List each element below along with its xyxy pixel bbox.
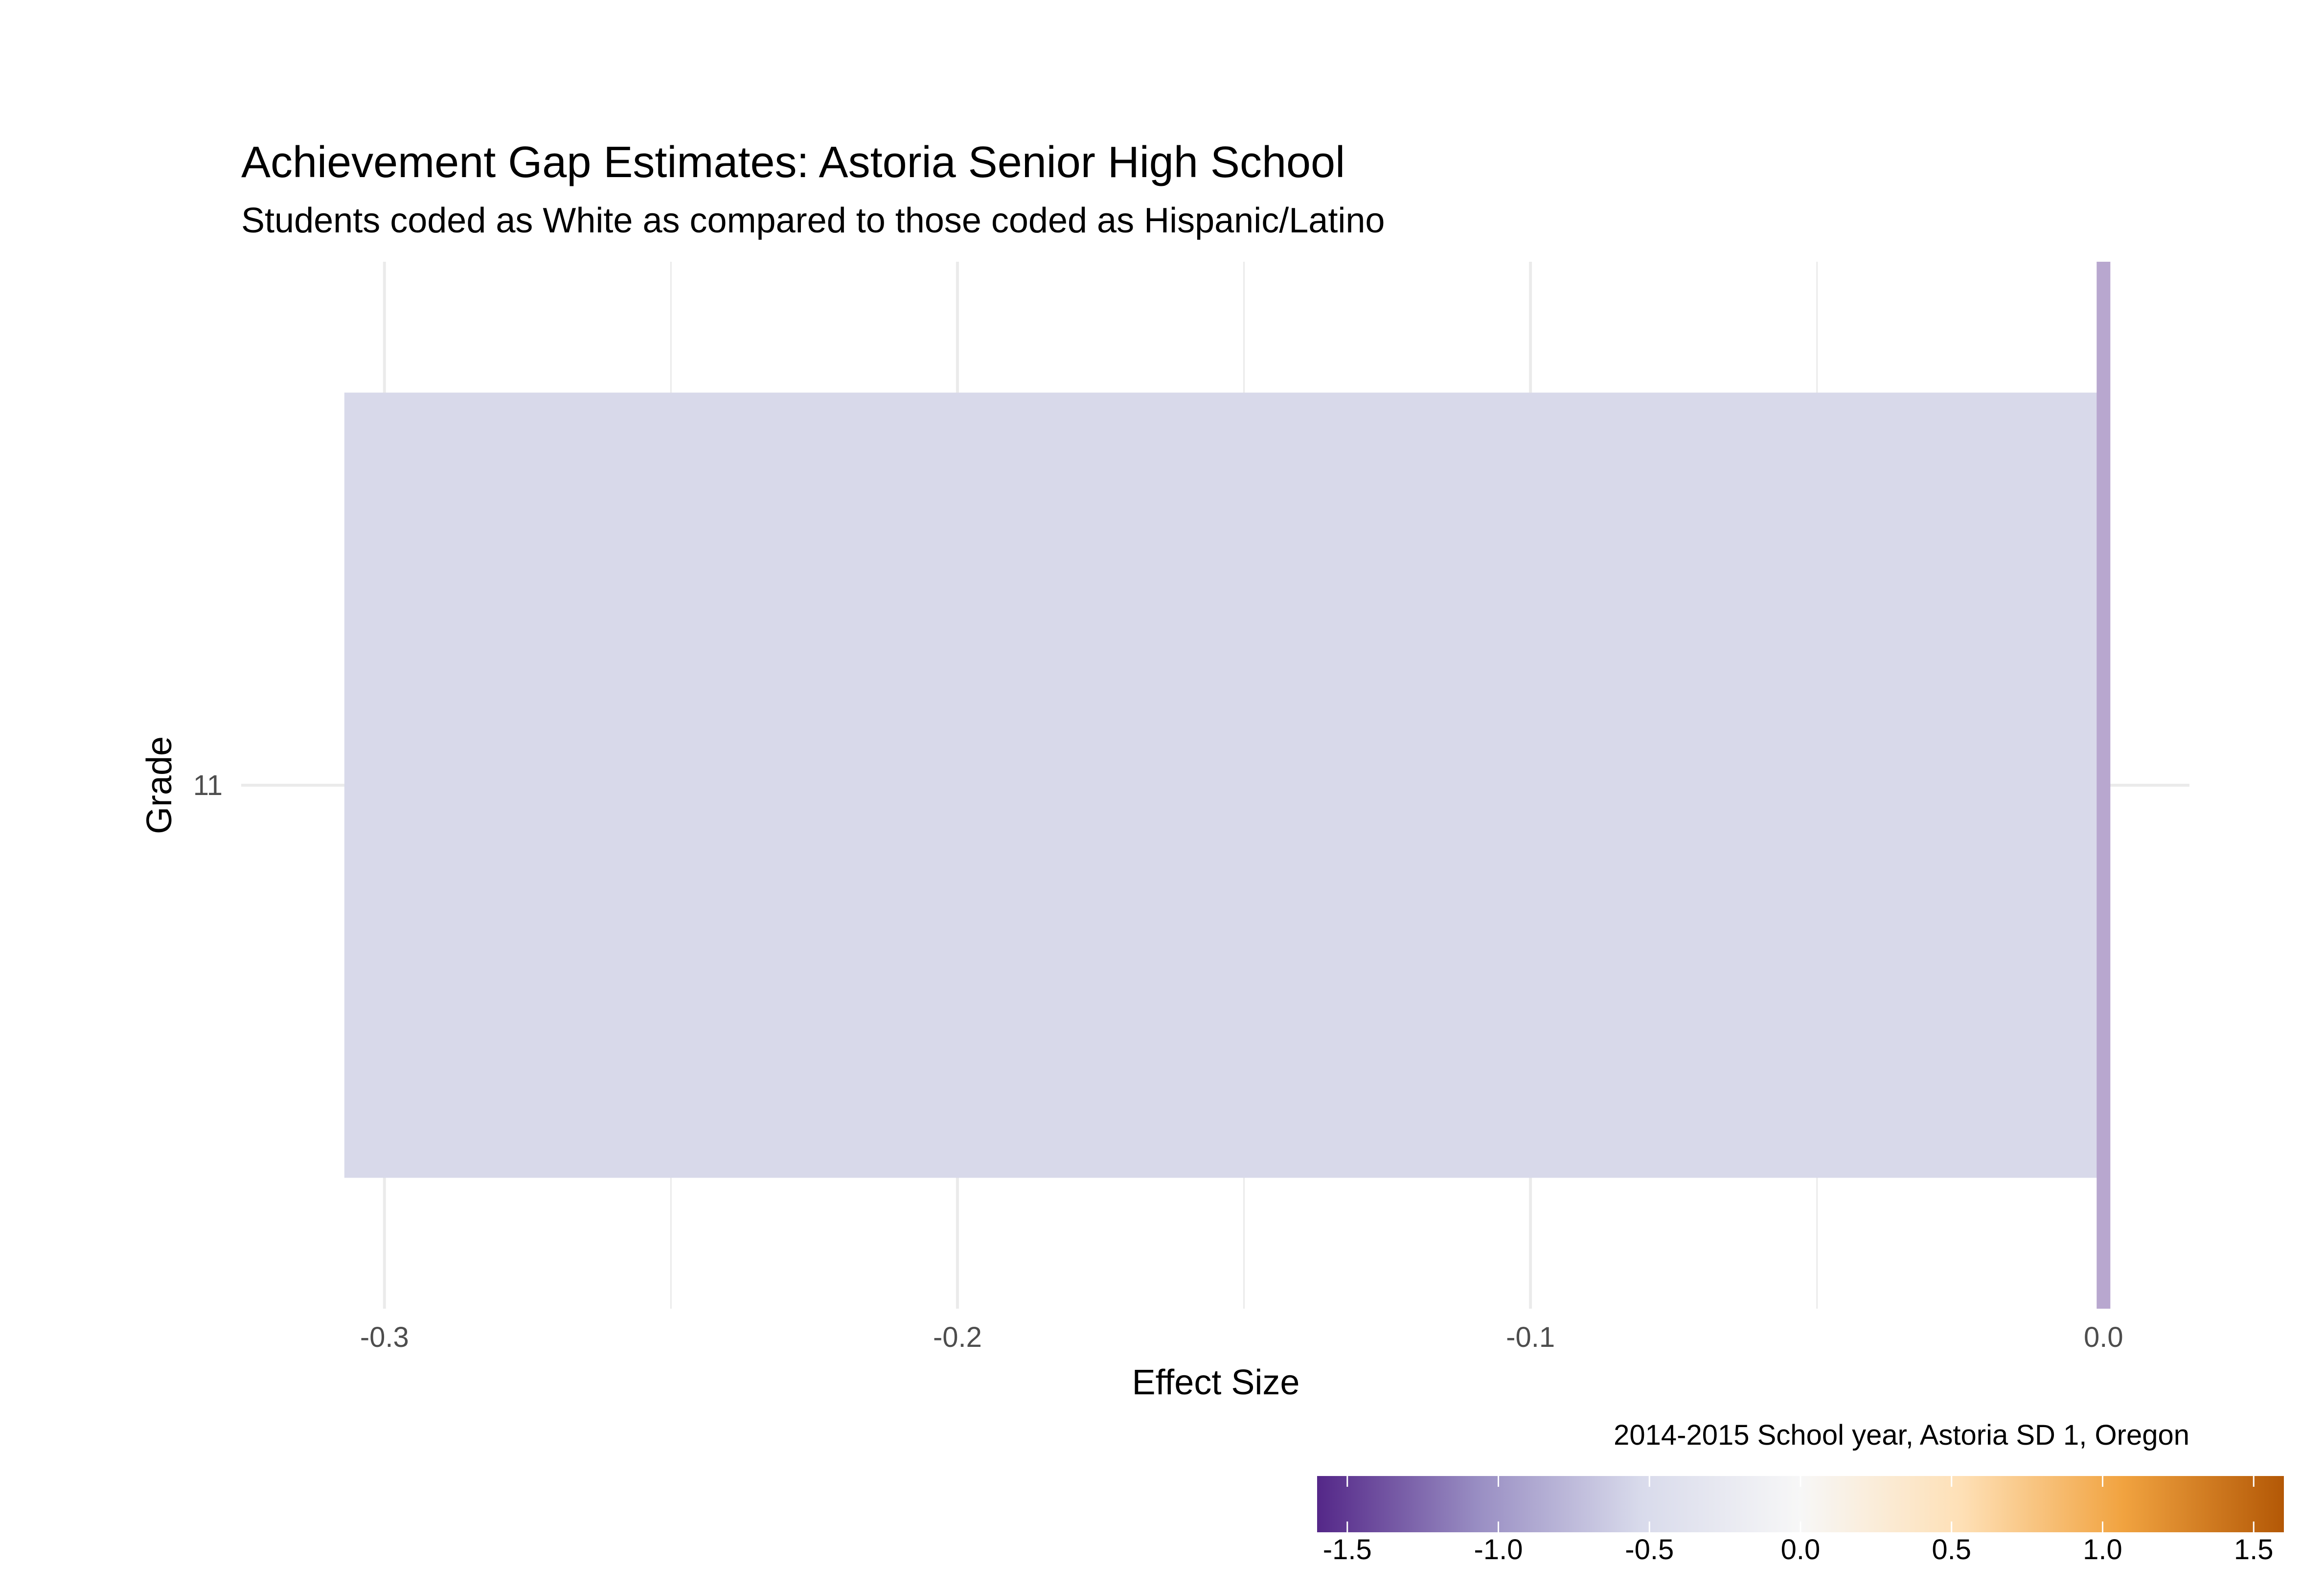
colorbar-tick-label: 0.5 [1932,1534,1971,1566]
x-axis-ticks: -0.3 -0.2 -0.1 0.0 [360,1321,2123,1353]
y-axis-ticks: 11 [193,770,223,801]
colorbar-tick-label: 0.0 [1781,1534,1821,1566]
x-axis-title: Effect Size [1132,1363,1300,1402]
bars [344,392,2104,1178]
colorbar-tick-label: 1.5 [2234,1534,2274,1566]
chart-caption: 2014-2015 School year, Astoria SD 1, Ore… [1614,1419,2189,1451]
chart-title: Achievement Gap Estimates: Astoria Senio… [241,138,1345,187]
colorbar-tick-label: -1.0 [1474,1534,1523,1566]
chart-subtitle: Students coded as White as compared to t… [241,201,1385,240]
colorbar-tick-label: -1.5 [1323,1534,1372,1566]
x-tick-label: 0.0 [2084,1321,2123,1353]
colorbar-tick-label: -0.5 [1625,1534,1674,1566]
colorbar-tick-label: 1.0 [2083,1534,2122,1566]
x-tick-label: -0.2 [933,1321,982,1353]
bar [344,392,2104,1178]
y-tick-label: 11 [193,770,223,801]
color-legend: -1.5 -1.0 -0.5 0.0 0.5 1.0 1.5 [1317,1476,2284,1566]
y-axis-title: Grade [140,736,179,834]
x-tick-label: -0.1 [1506,1321,1555,1353]
x-tick-label: -0.3 [360,1321,409,1353]
